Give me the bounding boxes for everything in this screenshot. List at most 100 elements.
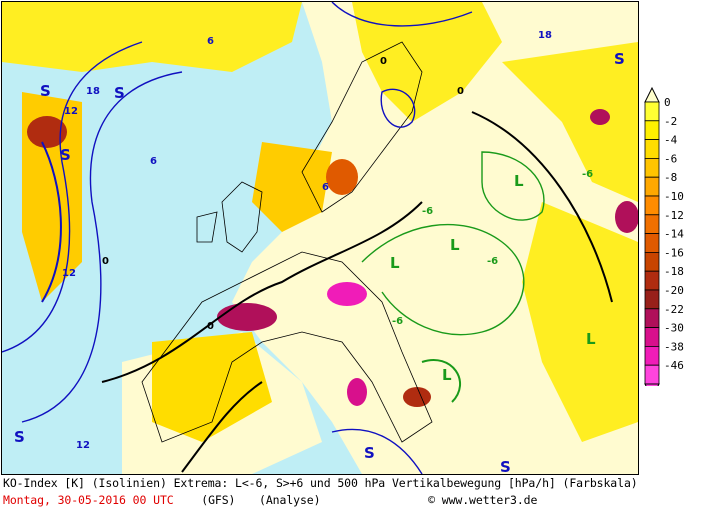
legend-arrow-top [644,86,660,103]
legend-color-box [644,214,660,235]
legend-tick-label: -14 [664,228,684,241]
isoline-zero-2 [181,381,263,473]
isoline-positive-6 [331,428,423,474]
isoline-positive-1 [2,41,143,353]
legend-color-box [644,120,660,140]
legend-tick-label: -16 [664,246,684,259]
contour-label: 0 [380,56,387,67]
legend-tick-label: -20 [664,284,684,297]
contour-label: 18 [538,30,552,41]
caption-run: (Analyse) [259,493,321,507]
maximum-adriatic [403,387,431,407]
legend-tick-label: -8 [664,171,677,184]
isoline-positive-2 [21,71,183,423]
isoline-positive-3 [41,141,62,303]
map-panel: 0 0 0 0 -6 -6 -6 -6 6 6 6 12 12 12 18 18… [1,1,639,475]
maximum-italy [347,378,367,406]
extremum-labile-label: L [586,330,596,348]
coastline-continent [141,251,433,443]
contour-label: 0 [207,321,214,332]
contour-label: -6 [487,256,498,267]
isoline-negative-3 [421,359,462,403]
legend-color-box [644,270,660,291]
contour-label: -6 [422,206,433,217]
legend-tick-label: -46 [664,359,684,372]
legend-color-box [644,195,660,216]
extremum-stable-label: S [40,82,51,100]
extremum-labile-label: L [442,366,452,384]
extremum-labile-label: L [450,236,460,254]
maximum-norway [326,159,358,195]
legend-color-box [644,308,660,329]
motion-field-east [502,42,638,202]
legend-tick-label: -18 [664,265,684,278]
isoline-zero-1 [101,201,423,383]
maximum-russia [615,201,638,233]
extremum-stable-label: S [60,146,71,164]
contour-label: 12 [64,106,78,117]
isoline-zero-3 [471,111,613,303]
legend-tick-label: -30 [664,322,684,335]
extremum-stable-label: S [614,50,625,68]
legend-tick-label: -10 [664,190,684,203]
legend-tick-label: -22 [664,303,684,316]
legend-color-box [644,233,660,253]
motion-field-scandinavia [352,2,502,122]
legend-arrow-bottom [644,383,660,386]
caption-description: KO-Index [K] (Isolinien) Extrema: L<-6, … [3,476,638,490]
isoline-negative-1 [361,223,525,336]
legend-color-box [644,364,660,385]
caption-info-line: Montag, 30-05-2016 00 UTC (GFS) (Analyse… [3,493,537,507]
legend-color-box [644,327,660,347]
maximum-france [217,303,277,331]
motion-field-iberia [152,332,272,442]
legend-tick-label: -2 [664,115,677,128]
color-scale-legend: 0 -2 -4 -6 -8 -10 -12 -14 -16 -18 -20 -22 -30 -38 -46 [644,86,684,386]
caption-date: Montag, 30-05-2016 00 UTC [3,493,174,507]
legend-color-box [644,289,660,310]
extremum-stable-label: S [364,444,375,462]
legend-color-box [644,139,660,159]
isoline-negative-2 [481,151,545,221]
legend-color-box [644,251,660,272]
contour-label: 12 [62,268,76,279]
legend-color-box [644,176,660,197]
legend-tick-label: -6 [664,152,677,165]
legend-boxes [644,86,660,386]
contour-label: 6 [150,156,157,167]
legend-color-box [644,158,660,178]
extremum-stable-label: S [114,84,125,102]
caption-model: (GFS) [201,493,236,507]
maximum-atlantic [27,116,67,148]
coastline-scandinavia [301,41,423,213]
legend-tick-label: 0 [664,96,671,109]
legend-ticks: 0 -2 -4 -6 -8 -10 -12 -14 -16 -18 -20 -22 -30 -38 -46 [664,96,684,372]
extremum-labile-label: L [390,254,400,272]
motion-field-north [2,2,302,72]
legend-color-box [644,345,660,366]
contour-label: 6 [322,182,329,193]
extremum-stable-label: S [14,428,25,446]
maximum-northeast [590,109,610,125]
extremum-labile-label: L [514,172,524,190]
motion-field-southeast [522,202,638,442]
land-shade [232,2,638,474]
contour-label: 0 [102,256,109,267]
contour-label: -6 [392,316,403,327]
maximum-alps [327,282,367,306]
motion-field-britain [252,142,332,232]
contour-label: 18 [86,86,100,97]
contour-label: 0 [457,86,464,97]
caption-copyright: © www.wetter3.de [428,493,538,507]
contour-label: 6 [207,36,214,47]
isoline-positive-5 [380,88,416,128]
isoline-positive-4 [331,2,473,27]
contour-label: -6 [582,169,593,180]
legend-color-box [644,101,660,122]
map-canvas: 0 0 0 0 -6 -6 -6 -6 6 6 6 12 12 12 18 18… [2,2,638,474]
coastline-british-isles [196,181,263,253]
legend-tick-label: -4 [664,134,678,147]
legend-tick-label: -12 [664,209,684,222]
legend-tick-label: -38 [664,340,684,353]
